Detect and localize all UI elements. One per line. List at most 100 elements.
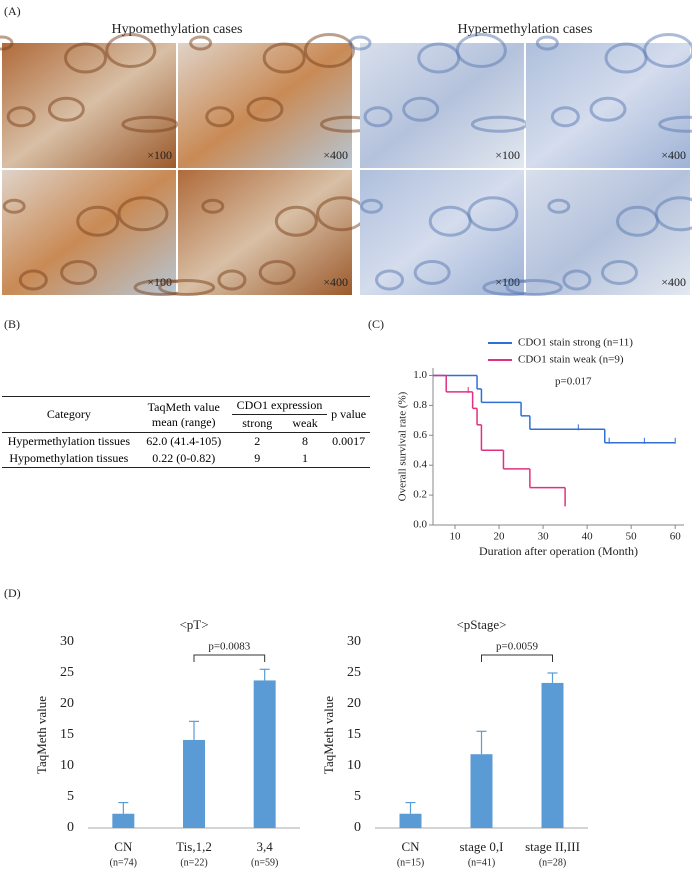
magnification: ×400	[323, 148, 348, 162]
table-row: Hypermethylation tissues 62.0 (41.4-105) 2…	[2, 433, 370, 451]
n-label: (n=28)	[539, 857, 566, 868]
x-tick-label: stage 0,I	[459, 839, 503, 854]
tissue-texture	[375, 269, 405, 291]
y-tick-label: 10	[60, 758, 74, 773]
y-tick-label: 0.8	[413, 399, 427, 411]
tissue-texture	[6, 106, 36, 128]
magnification: ×100	[147, 275, 172, 289]
y-tick-label: 0.0	[413, 519, 427, 531]
y-tick-label: 0	[354, 820, 361, 835]
micrograph	[178, 170, 352, 295]
tissue-texture	[600, 260, 638, 285]
tissue-texture	[18, 269, 48, 291]
significance-bracket	[481, 654, 553, 662]
y-axis-label: TaqMeth value	[34, 696, 49, 774]
n-label: (n=59)	[251, 857, 278, 868]
y-tick-label: 0.6	[413, 429, 427, 441]
y-tick-label: 25	[347, 665, 361, 680]
y-tick-label: 30	[347, 634, 361, 649]
x-axis-label: Duration after operation (Month)	[479, 544, 638, 558]
table-cell	[327, 450, 370, 468]
tissue-texture	[64, 42, 108, 74]
table-subheader: weak	[282, 414, 328, 433]
x-tick-label: 50	[626, 531, 638, 543]
panel-label: (C)	[368, 317, 384, 331]
tissue-texture	[589, 96, 627, 122]
tissue-texture	[363, 106, 393, 128]
y-axis-label: TaqMeth value	[321, 696, 336, 774]
table-row: Hypomethylation tissues 0.22 (0-0.82) 9 1	[2, 450, 370, 468]
group-title: Hypomethylation cases	[111, 22, 242, 37]
y-tick-label: 15	[347, 727, 361, 742]
y-tick-label: 0.2	[413, 489, 427, 501]
tissue-texture	[60, 260, 98, 285]
tissue-texture	[550, 106, 580, 128]
group-title: Hypermethylation cases	[458, 22, 593, 37]
table-header: p value	[327, 396, 370, 433]
tissue-texture	[417, 42, 461, 74]
chart-title: <pT>	[179, 617, 208, 632]
bar	[541, 682, 564, 828]
y-tick-label: 25	[60, 665, 74, 680]
x-tick-label: CN	[114, 839, 133, 854]
significance-bracket	[193, 654, 266, 662]
x-tick-label: 20	[494, 531, 506, 543]
table-header: CDO1 expression	[231, 396, 328, 415]
n-label: (n=15)	[397, 857, 424, 868]
x-tick-label: CN	[401, 839, 420, 854]
micrograph	[526, 170, 690, 295]
tissue-texture	[2, 198, 26, 214]
y-tick-label: 5	[67, 789, 74, 804]
y-tick-label: 30	[60, 634, 74, 649]
x-tick-label: stage II,III	[525, 839, 580, 854]
tissue-texture	[658, 115, 692, 133]
tissue-texture	[0, 35, 14, 51]
tissue-texture	[158, 279, 216, 296]
tissue-texture	[47, 96, 85, 122]
table-header: TaqMeth value mean (range)	[135, 396, 232, 433]
annotation: p=0.0083	[208, 641, 250, 653]
table-header: Category	[2, 396, 136, 433]
x-tick-label: 30	[538, 531, 550, 543]
magnification: ×400	[661, 148, 686, 162]
bar	[183, 739, 205, 828]
y-tick-label: 15	[60, 727, 74, 742]
table-cell: 0.0017	[332, 434, 366, 448]
n-label: (n=74)	[110, 857, 137, 868]
bar	[112, 813, 135, 828]
magnification: ×400	[323, 275, 348, 289]
tissue-texture	[428, 205, 472, 237]
table-cell: Hypermethylation tissues	[7, 434, 131, 448]
y-tick-label: 20	[60, 696, 74, 711]
annotation: p=0.017	[555, 376, 592, 388]
table-cell: 0.22 (0-0.82)	[135, 450, 232, 468]
y-tick-label: 0.4	[413, 459, 427, 471]
bar	[399, 813, 422, 828]
magnification: ×100	[495, 275, 520, 289]
magnification: ×100	[147, 148, 172, 162]
tissue-texture	[76, 205, 120, 237]
tissue-texture	[348, 35, 372, 51]
tissue-texture	[535, 35, 559, 51]
tissue-texture	[246, 96, 284, 122]
legend-label: CDO1 stain strong (n=11)	[518, 337, 633, 349]
tissue-texture	[205, 106, 235, 128]
annotation: p=0.0059	[496, 641, 538, 653]
table-cell: 1	[282, 450, 328, 468]
panel-label: (A)	[4, 4, 21, 18]
y-tick-label: 10	[347, 758, 361, 773]
tissue-texture	[274, 205, 318, 237]
x-tick-label: 10	[450, 531, 462, 543]
tissue-texture	[105, 33, 157, 68]
panel-label: (D)	[4, 586, 21, 600]
tissue-texture	[217, 269, 247, 291]
table-subheader: strong	[231, 414, 283, 433]
tissue-texture	[189, 35, 213, 51]
tissue-texture	[121, 115, 179, 133]
x-tick-label: 40	[582, 531, 594, 543]
data-table: Category TaqMeth value mean (range) CDO1…	[2, 396, 370, 468]
bar	[470, 754, 493, 828]
y-tick-label: 20	[347, 696, 361, 711]
